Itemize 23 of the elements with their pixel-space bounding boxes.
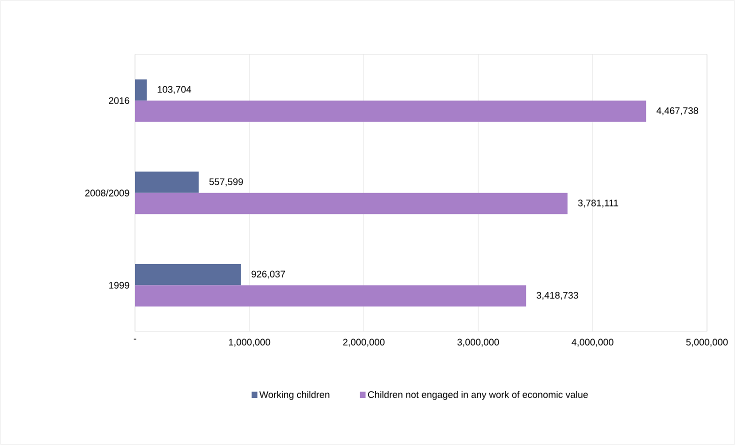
bar <box>135 100 646 122</box>
data-label: 557,599 <box>209 178 243 186</box>
x-tick-label: 3,000,000 <box>457 338 499 347</box>
x-tick-label: - <box>134 338 136 340</box>
bar <box>135 79 147 101</box>
y-tick-label: 2008/2009 <box>85 189 130 196</box>
x-tick-label: 5,000,000 <box>686 338 728 347</box>
legend-label: Children not engaged in any work of economic value <box>368 390 588 400</box>
x-tick-label: 4,000,000 <box>572 338 614 347</box>
data-label: 103,704 <box>158 86 192 94</box>
legend-label: Working children <box>259 390 330 400</box>
bar <box>135 192 568 214</box>
x-tick-label: 1,000,000 <box>228 338 270 347</box>
data-label: 926,037 <box>252 270 285 279</box>
bar <box>135 285 526 306</box>
data-label: 3,418,733 <box>536 292 578 300</box>
bar <box>135 172 199 193</box>
data-label: 4,467,738 <box>656 107 698 116</box>
x-tick-label: 2,000,000 <box>343 338 385 347</box>
data-label: 3,781,111 <box>578 200 618 208</box>
bar <box>135 264 241 286</box>
y-tick-label: 1999 <box>109 282 130 289</box>
y-tick-label: 2016 <box>108 97 130 104</box>
